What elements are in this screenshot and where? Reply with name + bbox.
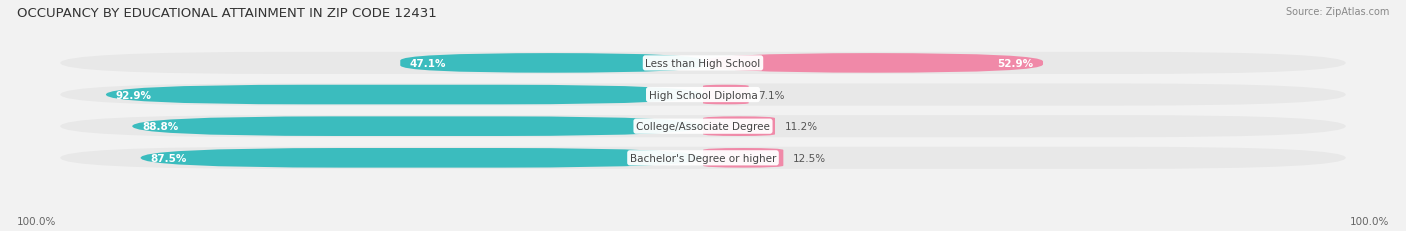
Text: Source: ZipAtlas.com: Source: ZipAtlas.com bbox=[1285, 7, 1389, 17]
Text: 12.5%: 12.5% bbox=[793, 153, 827, 163]
FancyBboxPatch shape bbox=[703, 85, 748, 105]
Text: High School Diploma: High School Diploma bbox=[648, 90, 758, 100]
FancyBboxPatch shape bbox=[60, 147, 1346, 169]
Text: College/Associate Degree: College/Associate Degree bbox=[636, 122, 770, 132]
FancyBboxPatch shape bbox=[703, 117, 775, 136]
FancyBboxPatch shape bbox=[401, 54, 703, 73]
FancyBboxPatch shape bbox=[60, 84, 1346, 106]
FancyBboxPatch shape bbox=[132, 117, 703, 136]
FancyBboxPatch shape bbox=[703, 54, 1043, 73]
Text: 47.1%: 47.1% bbox=[411, 59, 447, 69]
Legend: Owner-occupied, Renter-occupied: Owner-occupied, Renter-occupied bbox=[582, 228, 824, 231]
Text: OCCUPANCY BY EDUCATIONAL ATTAINMENT IN ZIP CODE 12431: OCCUPANCY BY EDUCATIONAL ATTAINMENT IN Z… bbox=[17, 7, 437, 20]
Text: Bachelor's Degree or higher: Bachelor's Degree or higher bbox=[630, 153, 776, 163]
Text: 92.9%: 92.9% bbox=[115, 90, 152, 100]
FancyBboxPatch shape bbox=[141, 148, 703, 168]
FancyBboxPatch shape bbox=[703, 148, 783, 168]
FancyBboxPatch shape bbox=[105, 85, 703, 105]
Text: 11.2%: 11.2% bbox=[785, 122, 818, 132]
FancyBboxPatch shape bbox=[60, 116, 1346, 138]
Text: 88.8%: 88.8% bbox=[142, 122, 179, 132]
FancyBboxPatch shape bbox=[60, 53, 1346, 75]
Text: 100.0%: 100.0% bbox=[1350, 216, 1389, 226]
Text: 87.5%: 87.5% bbox=[150, 153, 187, 163]
Text: 52.9%: 52.9% bbox=[997, 59, 1033, 69]
Text: Less than High School: Less than High School bbox=[645, 59, 761, 69]
Text: 7.1%: 7.1% bbox=[758, 90, 785, 100]
Text: 100.0%: 100.0% bbox=[17, 216, 56, 226]
